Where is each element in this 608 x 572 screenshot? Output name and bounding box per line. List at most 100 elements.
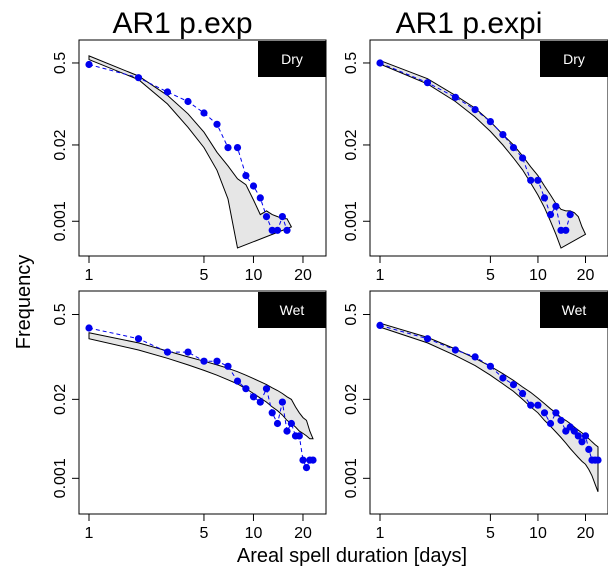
observed-point xyxy=(552,202,560,210)
x-tick-label: 5 xyxy=(200,525,209,542)
y-tick-label: 0.001 xyxy=(343,201,360,241)
x-tick-label: 5 xyxy=(486,525,495,542)
observed-point xyxy=(134,335,143,343)
y-tick-label: 0.02 xyxy=(52,129,69,160)
x-tick-label: 20 xyxy=(294,267,312,284)
x-tick-label: 10 xyxy=(529,525,547,542)
x-tick-label: 20 xyxy=(577,525,595,542)
x-tick-label: 5 xyxy=(200,267,209,284)
panel-label-badge xyxy=(258,292,326,328)
observed-point xyxy=(256,398,264,406)
observed-point xyxy=(184,348,192,356)
observed-point xyxy=(557,416,565,424)
simulated-range-band xyxy=(379,322,599,492)
observed-point xyxy=(499,374,507,382)
observed-point xyxy=(376,59,384,67)
observed-point xyxy=(242,172,250,180)
panel-3: Wet 1 5 10 20 0.001 0.02 0.5 xyxy=(52,290,327,542)
x-tick-label: 1 xyxy=(376,267,385,284)
figure-ylabel: Frequency xyxy=(13,255,35,350)
observed-point xyxy=(527,176,535,184)
observed-point xyxy=(540,409,549,417)
observed-point xyxy=(423,79,432,87)
observed-point xyxy=(578,438,586,446)
observed-point xyxy=(534,401,542,409)
observed-point xyxy=(134,74,143,82)
observed-point xyxy=(546,419,555,428)
panel-label-badge xyxy=(540,292,608,328)
panel-label: Wet xyxy=(562,302,587,318)
observed-point xyxy=(471,353,479,361)
observed-point xyxy=(309,456,317,464)
observed-point xyxy=(451,93,459,101)
observed-point xyxy=(295,432,303,440)
panel-1: Dry 1 5 10 20 0.001 0.02 0.5 AR1 p.exp xyxy=(52,7,327,284)
x-tick-label: 1 xyxy=(376,525,385,542)
observed-point xyxy=(527,401,535,409)
observed-point xyxy=(287,419,295,428)
panel-title: AR1 p.exp xyxy=(112,7,252,40)
observed-point xyxy=(302,464,311,472)
observed-point xyxy=(273,226,282,234)
observed-point xyxy=(540,194,549,202)
x-tick-label: 20 xyxy=(294,525,312,542)
observed-point xyxy=(283,226,291,234)
observed-point xyxy=(566,211,574,219)
observed-point xyxy=(184,97,192,106)
observed-point xyxy=(249,182,258,190)
panel-label-badge xyxy=(540,41,608,77)
observed-point xyxy=(519,154,527,162)
observed-point xyxy=(242,385,250,393)
x-tick-label: 20 xyxy=(577,267,595,284)
observed-point xyxy=(224,362,232,370)
x-tick-label: 5 xyxy=(486,267,495,284)
panel-label-badge xyxy=(258,41,326,77)
plot-area xyxy=(369,290,608,515)
observed-point xyxy=(163,348,172,356)
y-tick-label: 0.02 xyxy=(343,129,360,160)
observed-point xyxy=(471,106,479,114)
panel-2: Dry 1 5 10 20 0.001 0.02 0.5 AR1 p.expi xyxy=(343,7,608,284)
panel-label: Dry xyxy=(281,51,303,67)
observed-point xyxy=(85,324,93,332)
observed-point xyxy=(278,213,286,221)
observed-point xyxy=(574,432,582,440)
observed-point xyxy=(299,456,307,464)
observed-point xyxy=(233,377,242,385)
panel-title: AR1 p.expi xyxy=(396,7,543,40)
panel-grid: Dry 1 5 10 20 0.001 0.02 0.5 AR1 p.exp Dry 1 5 10 20 0… xyxy=(52,7,608,542)
observed-point xyxy=(570,427,578,435)
observed-point xyxy=(509,381,518,389)
observed-point xyxy=(519,389,527,398)
observed-point xyxy=(262,213,271,221)
observed-line xyxy=(88,64,288,231)
x-tick-label: 1 xyxy=(85,525,94,542)
observed-point xyxy=(546,211,555,219)
y-tick-label: 0.5 xyxy=(52,303,69,325)
observed-point xyxy=(278,398,286,406)
observed-point xyxy=(233,144,242,152)
panel-label: Dry xyxy=(563,51,585,67)
x-tick-label: 1 xyxy=(85,267,94,284)
observed-point xyxy=(213,120,221,128)
observed-point xyxy=(509,144,518,152)
observed-point xyxy=(200,357,208,365)
observed-point xyxy=(273,419,282,428)
observed-point xyxy=(256,194,264,202)
y-tick-label: 0.02 xyxy=(52,384,69,415)
panel-label: Wet xyxy=(280,302,305,318)
y-tick-label: 0.5 xyxy=(343,52,360,74)
simulated-range-band xyxy=(88,55,293,249)
observed-point xyxy=(423,335,432,343)
observed-point xyxy=(213,357,221,365)
observed-point xyxy=(499,131,507,139)
observed-point xyxy=(486,118,494,126)
x-tick-label: 10 xyxy=(245,525,263,542)
observed-point xyxy=(200,109,208,117)
observed-point xyxy=(262,385,271,393)
observed-point xyxy=(552,409,560,417)
observed-point xyxy=(534,176,542,184)
y-tick-label: 0.001 xyxy=(52,201,69,241)
y-tick-label: 0.5 xyxy=(52,52,69,74)
